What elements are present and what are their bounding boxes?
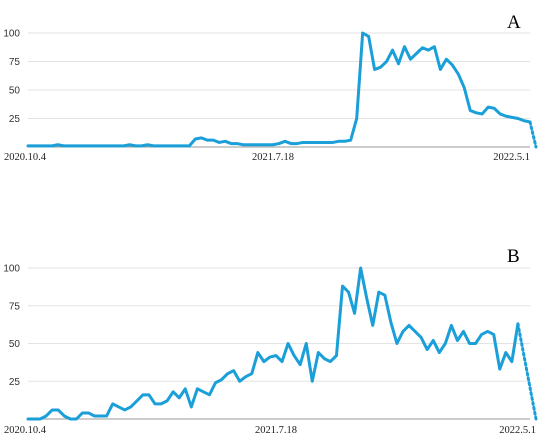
panel-b-plot [26, 266, 538, 421]
y-tick-label-75: 75 [9, 57, 21, 68]
panel-a: A 25 50 75 100 2020.10.4 2021.7.18 2022.5.1 [3, 12, 538, 163]
panel-a-x-tick-start: 2020.10.4 [4, 152, 47, 163]
panel-a-series-line [26, 31, 532, 148]
panel-b-title: B [507, 246, 520, 267]
panel-b-x-tick-mid: 2021.7.18 [255, 425, 297, 436]
panel-b-x-tick-end: 2022.5.1 [499, 425, 536, 436]
y-tick-label-75: 75 [9, 301, 21, 312]
panel-b: B 25 50 75 100 2020.10.4 2021.7.18 2022.5.1 [3, 246, 538, 436]
panel-a-plot [26, 31, 538, 149]
y-tick-label-50: 50 [9, 339, 21, 350]
y-tick-label-25: 25 [9, 114, 21, 125]
panel-a-y-ticks: 25 50 75 100 [3, 29, 20, 126]
y-tick-label-25: 25 [9, 377, 21, 388]
panel-a-x-tick-mid: 2021.7.18 [252, 152, 294, 163]
y-tick-label-50: 50 [9, 86, 21, 97]
panel-a-gridlines [28, 32, 530, 119]
panel-a-x-ticks: 2020.10.4 2021.7.18 2022.5.1 [4, 152, 530, 163]
panel-b-y-ticks: 25 50 75 100 [3, 264, 20, 388]
panel-b-x-tick-start: 2020.10.4 [4, 425, 47, 436]
panel-b-x-ticks: 2020.10.4 2021.7.18 2022.5.1 [4, 425, 536, 436]
panel-a-partial-period-line [528, 120, 538, 149]
panel-a-x-tick-end: 2022.5.1 [493, 152, 530, 163]
panel-a-title: A [507, 12, 521, 33]
panel-b-partial-period-line [516, 322, 538, 421]
y-tick-label-100: 100 [3, 264, 20, 275]
panel-b-series-line [26, 266, 520, 421]
y-tick-label-100: 100 [3, 29, 20, 40]
panel-b-gridlines [28, 267, 530, 382]
